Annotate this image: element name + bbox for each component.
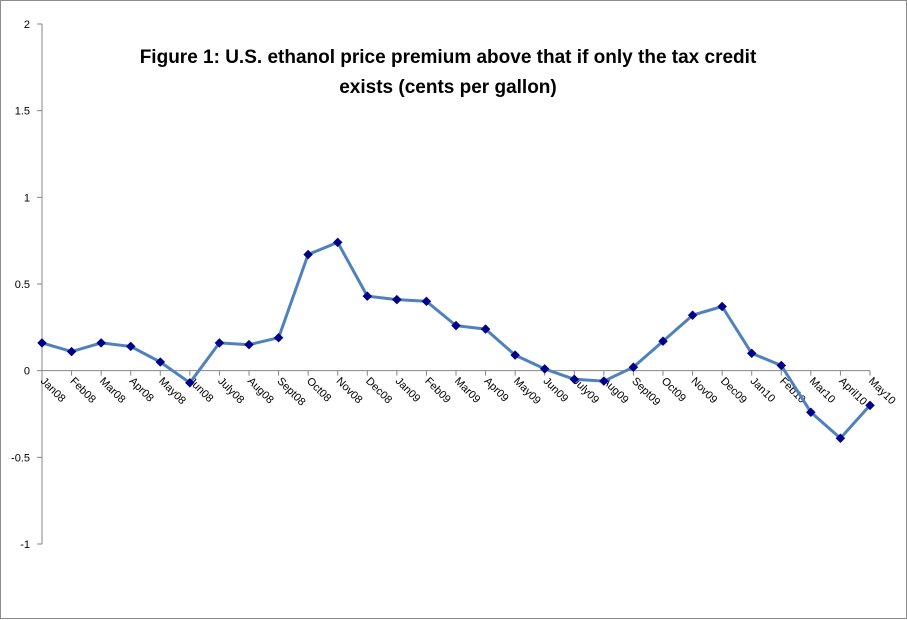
x-tick-label: Sept08: [274, 375, 307, 408]
data-point-Dec08: [362, 291, 373, 301]
data-point-Feb09: [421, 296, 432, 307]
data-point-Apr08: [125, 341, 136, 352]
data-point-Jan10: [746, 348, 757, 359]
x-tick-label: Feb08: [67, 375, 98, 406]
y-tick-label: -0.5: [11, 452, 30, 464]
data-point-Nov08: [332, 237, 343, 248]
data-point-Feb10: [776, 360, 787, 371]
data-point-Aug09: [599, 376, 609, 386]
series-line: [40, 240, 872, 440]
data-point-Dec09: [717, 301, 727, 312]
x-tick-label: Jan10: [748, 375, 778, 405]
data-point-Aug08: [244, 339, 254, 350]
data-point-Mar08: [96, 338, 106, 348]
data-point-Mar10: [806, 407, 816, 418]
y-tick-label: -1: [20, 539, 30, 551]
x-tick-label: Mar10: [807, 375, 838, 406]
x-tick-label: Nov08: [334, 375, 365, 406]
y-tick-label: 1.5: [15, 106, 30, 118]
x-tick-label: Mar08: [97, 375, 128, 406]
x-tick-label: May09: [511, 375, 543, 407]
y-tick-label: 2: [24, 19, 30, 31]
y-axis-ticks: 2 1.5 1 0.5 0 -0.5 -1: [11, 19, 42, 551]
y-tick-label: 1: [24, 192, 30, 204]
x-tick-label: July08: [215, 375, 246, 406]
chart-title-line-2: exists (cents per gallon): [339, 77, 557, 98]
data-point-May08: [155, 357, 166, 367]
data-point-Mar09: [451, 320, 461, 331]
data-point-Jun09: [539, 364, 550, 374]
chart-title: Figure 1: U.S. ethanol price premium abo…: [140, 47, 757, 98]
x-tick-label: Feb09: [422, 375, 453, 406]
x-tick-label: Sept09: [629, 375, 662, 408]
x-tick-label: Aug08: [245, 375, 276, 406]
x-tick-label: Jan09: [393, 375, 423, 405]
y-tick-label: 0: [24, 366, 30, 378]
data-point-Apr09: [480, 324, 491, 334]
data-point-Oct08: [303, 249, 313, 260]
data-point-Jan08: [37, 338, 47, 348]
x-tick-label: Dec08: [363, 375, 394, 406]
x-tick-label: Apr09: [481, 375, 510, 404]
series-group: [37, 237, 875, 444]
x-tick-label: April10: [836, 375, 869, 408]
x-axis-tick-marks: [41, 370, 871, 376]
chart-title-line-1: Figure 1: U.S. ethanol price premium abo…: [140, 47, 757, 68]
data-point-Feb08: [66, 346, 77, 357]
x-tick-label: Oct08: [304, 375, 333, 404]
y-tick-label: 0.5: [15, 279, 30, 291]
data-point-Oct09: [658, 336, 668, 347]
data-point-April10: [835, 433, 846, 444]
data-point-Sept08: [273, 332, 284, 343]
data-point-May09: [510, 350, 520, 360]
x-tick-label: Mar09: [452, 375, 483, 406]
data-point-Jun08: [185, 377, 195, 388]
x-tick-label: Dec09: [718, 375, 749, 406]
x-tick-label: Apr08: [127, 375, 156, 404]
data-point-Jan09: [392, 294, 402, 305]
data-point-July08: [214, 338, 225, 348]
x-tick-label: Jun09: [541, 375, 571, 405]
data-point-Sept09: [628, 362, 639, 373]
x-tick-label: Nov09: [688, 375, 719, 406]
data-point-July09: [569, 374, 580, 385]
x-tick-label: Oct09: [659, 375, 688, 404]
data-point-May10: [865, 400, 875, 411]
data-point-Nov09: [687, 310, 698, 321]
x-tick-label: May08: [156, 375, 188, 407]
